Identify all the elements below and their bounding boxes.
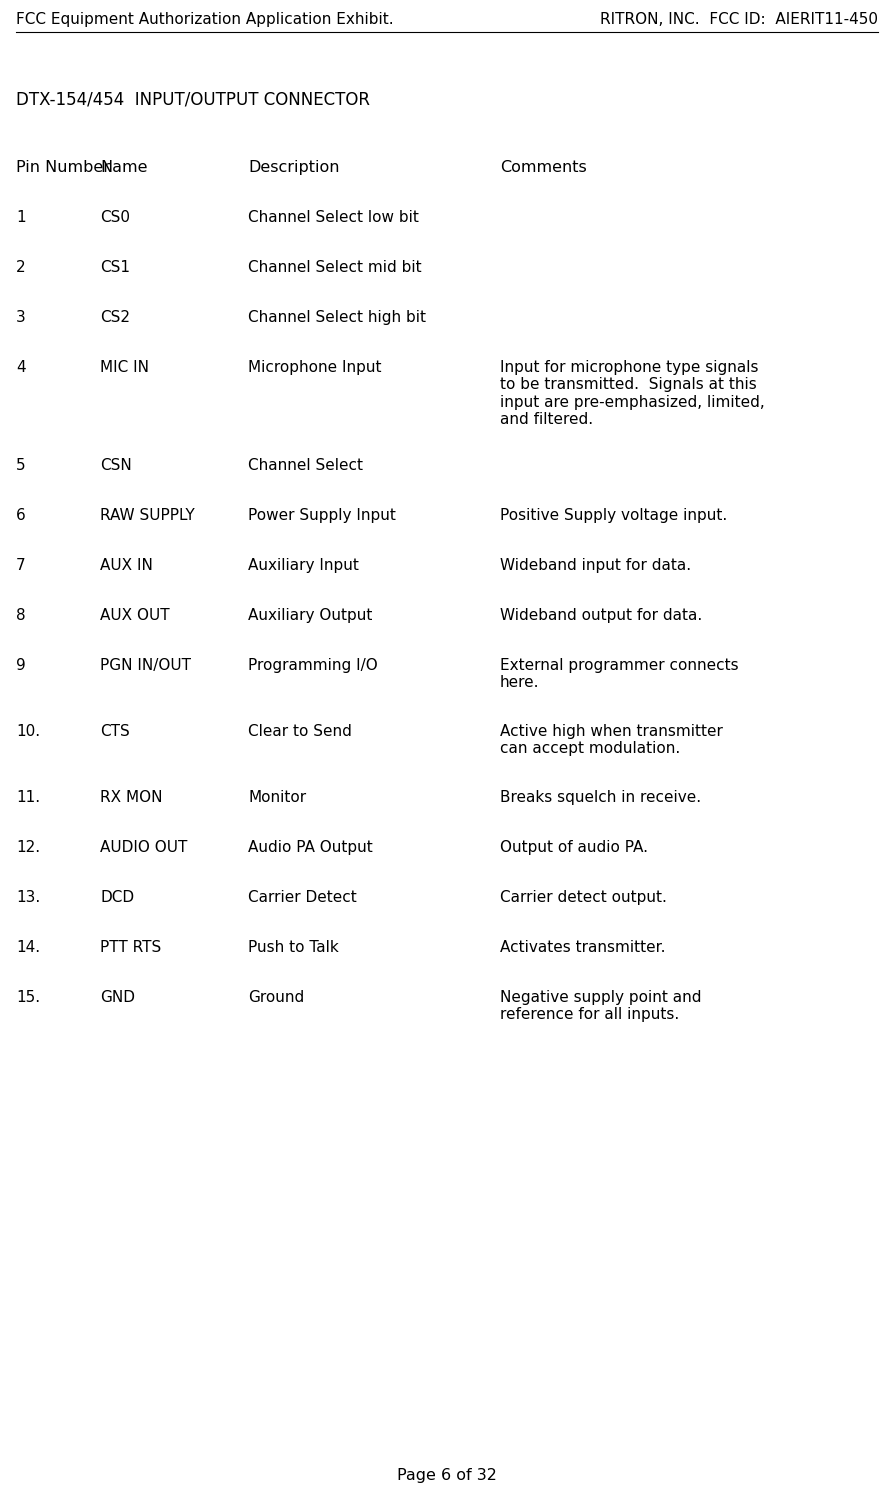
Text: Negative supply point and
reference for all inputs.: Negative supply point and reference for … (500, 990, 702, 1022)
Text: Activates transmitter.: Activates transmitter. (500, 940, 665, 955)
Text: AUX IN: AUX IN (100, 558, 153, 573)
Text: RITRON, INC.  FCC ID:  AIERIT11-450: RITRON, INC. FCC ID: AIERIT11-450 (600, 12, 878, 27)
Text: CSN: CSN (100, 458, 131, 473)
Text: 14.: 14. (16, 940, 40, 955)
Text: CS0: CS0 (100, 210, 130, 225)
Text: 9: 9 (16, 659, 26, 674)
Text: Clear to Send: Clear to Send (248, 725, 352, 740)
Text: 1: 1 (16, 210, 26, 225)
Text: AUX OUT: AUX OUT (100, 608, 170, 623)
Text: 15.: 15. (16, 990, 40, 1004)
Text: Auxiliary Input: Auxiliary Input (248, 558, 358, 573)
Text: Channel Select: Channel Select (248, 458, 363, 473)
Text: 5: 5 (16, 458, 26, 473)
Text: RAW SUPPLY: RAW SUPPLY (100, 507, 195, 522)
Text: 13.: 13. (16, 891, 40, 906)
Text: 7: 7 (16, 558, 26, 573)
Text: Auxiliary Output: Auxiliary Output (248, 608, 373, 623)
Text: PGN IN/OUT: PGN IN/OUT (100, 659, 191, 674)
Text: Microphone Input: Microphone Input (248, 359, 382, 376)
Text: Name: Name (100, 160, 148, 175)
Text: Channel Select high bit: Channel Select high bit (248, 310, 426, 325)
Text: Channel Select low bit: Channel Select low bit (248, 210, 419, 225)
Text: Description: Description (248, 160, 340, 175)
Text: Comments: Comments (500, 160, 586, 175)
Text: GND: GND (100, 990, 135, 1004)
Text: Active high when transmitter
can accept modulation.: Active high when transmitter can accept … (500, 725, 723, 756)
Text: PTT RTS: PTT RTS (100, 940, 161, 955)
Text: AUDIO OUT: AUDIO OUT (100, 840, 188, 855)
Text: Input for microphone type signals
to be transmitted.  Signals at this
input are : Input for microphone type signals to be … (500, 359, 764, 427)
Text: 10.: 10. (16, 725, 40, 740)
Text: DTX-154/454  INPUT/OUTPUT CONNECTOR: DTX-154/454 INPUT/OUTPUT CONNECTOR (16, 90, 370, 108)
Text: Push to Talk: Push to Talk (248, 940, 339, 955)
Text: Carrier detect output.: Carrier detect output. (500, 891, 667, 906)
Text: 3: 3 (16, 310, 26, 325)
Text: Page 6 of 32: Page 6 of 32 (397, 1469, 497, 1484)
Text: DCD: DCD (100, 891, 134, 906)
Text: MIC IN: MIC IN (100, 359, 149, 376)
Text: 2: 2 (16, 260, 26, 275)
Text: RX MON: RX MON (100, 790, 163, 805)
Text: Positive Supply voltage input.: Positive Supply voltage input. (500, 507, 727, 522)
Text: Wideband output for data.: Wideband output for data. (500, 608, 703, 623)
Text: 8: 8 (16, 608, 26, 623)
Text: Wideband input for data.: Wideband input for data. (500, 558, 691, 573)
Text: Channel Select mid bit: Channel Select mid bit (248, 260, 422, 275)
Text: CS2: CS2 (100, 310, 130, 325)
Text: Pin Number: Pin Number (16, 160, 110, 175)
Text: CS1: CS1 (100, 260, 130, 275)
Text: Ground: Ground (248, 990, 304, 1004)
Text: Monitor: Monitor (248, 790, 306, 805)
Text: External programmer connects
here.: External programmer connects here. (500, 659, 738, 690)
Text: Carrier Detect: Carrier Detect (248, 891, 357, 906)
Text: 6: 6 (16, 507, 26, 522)
Text: Audio PA Output: Audio PA Output (248, 840, 373, 855)
Text: 4: 4 (16, 359, 26, 376)
Text: FCC Equipment Authorization Application Exhibit.: FCC Equipment Authorization Application … (16, 12, 393, 27)
Text: Output of audio PA.: Output of audio PA. (500, 840, 648, 855)
Text: 12.: 12. (16, 840, 40, 855)
Text: CTS: CTS (100, 725, 130, 740)
Text: Breaks squelch in receive.: Breaks squelch in receive. (500, 790, 701, 805)
Text: 11.: 11. (16, 790, 40, 805)
Text: Power Supply Input: Power Supply Input (248, 507, 396, 522)
Text: Programming I/O: Programming I/O (248, 659, 378, 674)
